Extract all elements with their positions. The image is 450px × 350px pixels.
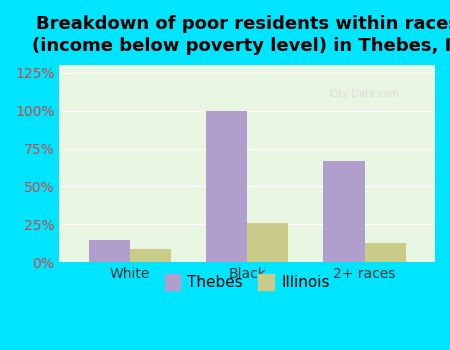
Bar — [89, 240, 130, 262]
Title: Breakdown of poor residents within races
(income below poverty level) in Thebes,: Breakdown of poor residents within races… — [32, 15, 450, 55]
Bar — [247, 223, 288, 262]
Bar — [324, 161, 365, 262]
Bar — [130, 249, 171, 262]
Bar — [364, 243, 405, 262]
Text: City-Data.com: City-Data.com — [330, 89, 400, 99]
Legend: Thebes, Illinois: Thebes, Illinois — [157, 267, 338, 298]
Bar — [206, 111, 247, 262]
